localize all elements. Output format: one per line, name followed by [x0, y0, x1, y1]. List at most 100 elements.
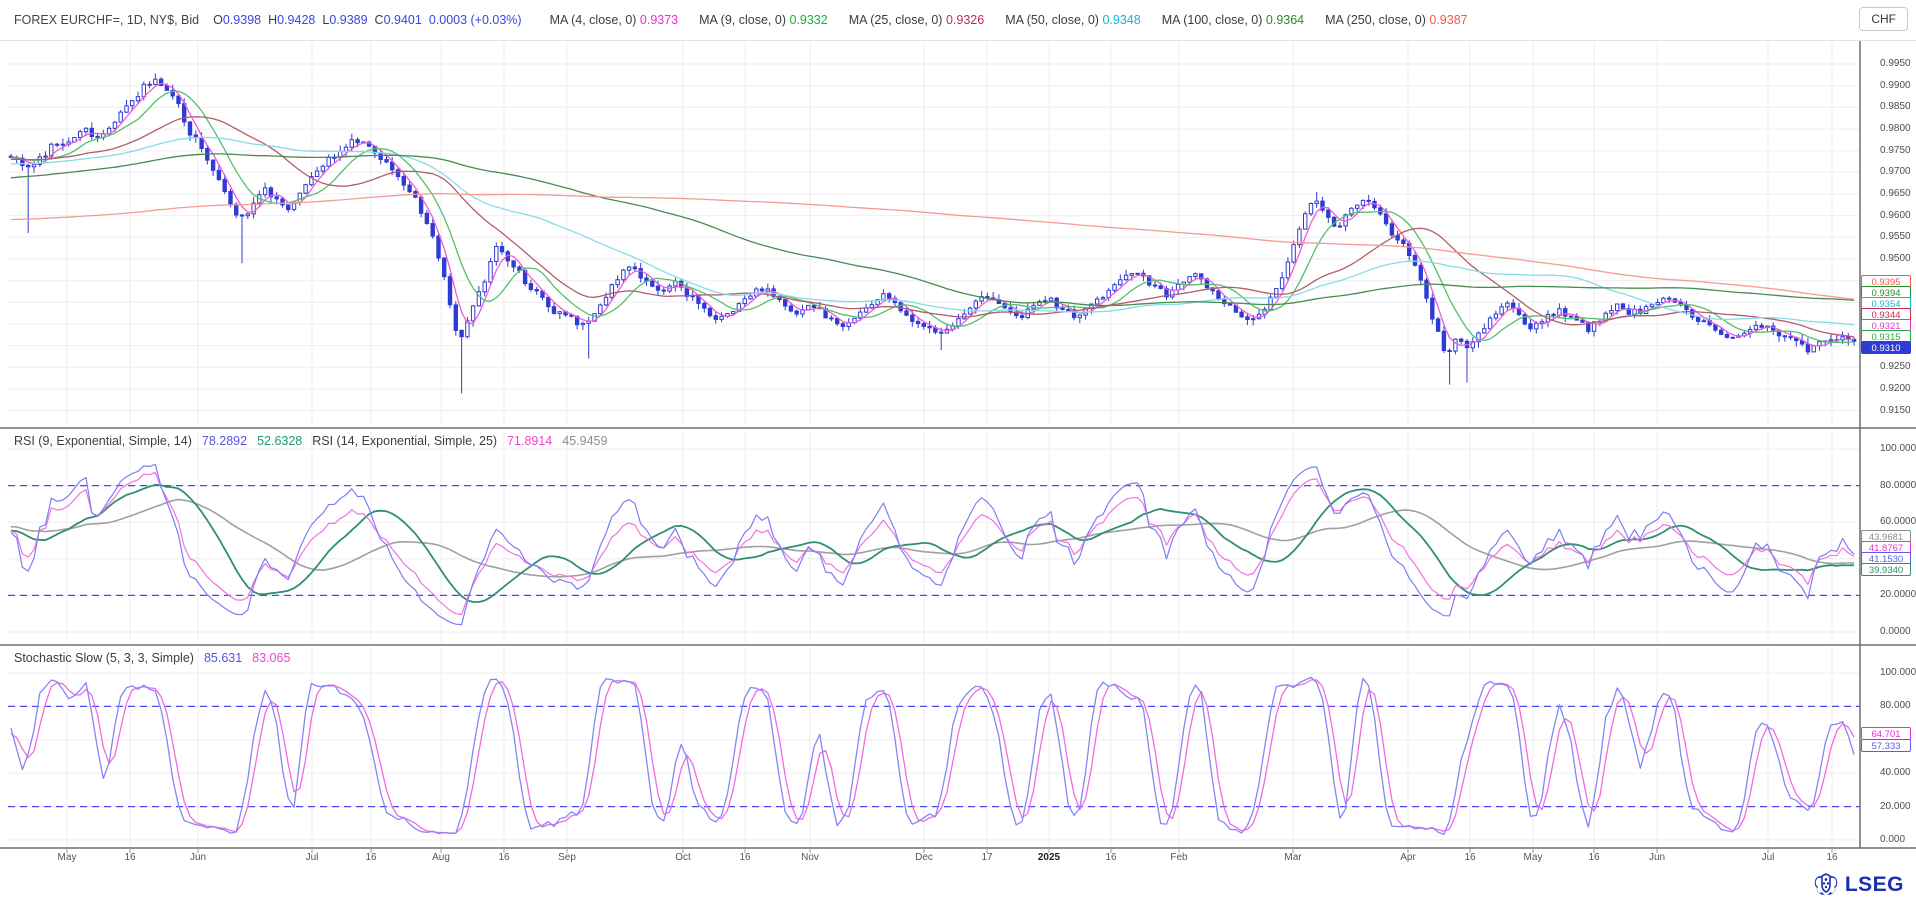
x-axis-label: Dec [915, 852, 933, 863]
ohlc-value: 0.9428 [277, 13, 316, 27]
ma-legend-item[interactable]: MA (4, close, 0) 0.9373 [550, 13, 679, 27]
x-axis-label: 17 [981, 852, 993, 863]
ma-legend-value: 0.9348 [1102, 13, 1141, 27]
rsi-title-part: 52.6328 [257, 434, 303, 448]
ma-legend-value: 0.9387 [1429, 13, 1468, 27]
stoch-axis-label: 20.000 [1880, 801, 1911, 812]
ma-legend-label: MA (4, close, 0) [549, 13, 640, 27]
x-axis-label: Mar [1284, 852, 1302, 863]
ma-legend-item[interactable]: MA (25, close, 0) 0.9326 [849, 13, 985, 27]
x-axis-label: 2025 [1037, 852, 1061, 863]
x-axis-label: Jun [1648, 852, 1666, 863]
rsi-axis-label: 60.0000 [1880, 516, 1916, 527]
ohlc-label: H [268, 13, 278, 27]
x-axis-label: Apr [1400, 852, 1416, 863]
symbol-info[interactable]: FOREX EURCHF=, 1D, NY$, Bid [14, 13, 199, 27]
ohlc-value: 0.9389 [329, 13, 368, 27]
rsi-title-part: 78.2892 [201, 434, 248, 448]
rsi-title-part: RSI (9, Exponential, Simple, 14) [14, 434, 192, 448]
price-axis-label: 0.9750 [1880, 145, 1911, 156]
price-axis-label: 0.9500 [1880, 253, 1911, 264]
ma-legend-label: MA (250, close, 0) [1325, 13, 1430, 27]
ma-legend-value: 0.9326 [945, 13, 985, 27]
ma-legend-label: MA (50, close, 0) [1005, 13, 1103, 27]
x-axis-label: 16 [1105, 852, 1117, 863]
ohlc-label: C [374, 13, 384, 27]
price-axis-label: 0.9900 [1880, 80, 1911, 91]
stoch-d-line [10, 679, 1855, 834]
rsi-axis-label: 100.0000 [1880, 443, 1916, 454]
price-axis-label: 0.9200 [1880, 383, 1911, 394]
price-axis-label: 0.9150 [1880, 405, 1911, 416]
x-axis-label: 16 [739, 852, 751, 863]
price-axis-label: 0.9850 [1880, 101, 1911, 112]
ohlc-item: O0.9398 [213, 13, 261, 27]
x-axis-label: 16 [124, 852, 136, 863]
stoch-axis-label: 80.000 [1880, 700, 1911, 711]
ohlc-label: L [322, 13, 330, 27]
ma-legend-value: 0.9364 [1265, 13, 1305, 27]
price-axis-label: 0.9550 [1880, 231, 1911, 242]
x-axis-label: Aug [432, 852, 450, 863]
x-axis-label: 16 [1464, 852, 1476, 863]
ohlc-item: C0.9401 [375, 13, 422, 27]
lseg-logo-text: LSEG [1844, 873, 1904, 896]
x-axis-label: 16 [365, 852, 377, 863]
x-axis-label: Jul [1761, 852, 1775, 863]
x-axis-label: Sep [558, 852, 576, 863]
ma-legend-value: 0.9332 [789, 13, 828, 27]
stoch-panel-title[interactable]: Stochastic Slow (5, 3, 3, Simple) 85.631 8… [14, 651, 290, 665]
ma-legend-label: MA (9, close, 0) [699, 13, 790, 27]
ma-legend-item[interactable]: MA (100, close, 0) 0.9364 [1162, 13, 1304, 27]
stoch-k-line [10, 676, 1855, 836]
symbol-info-label: FOREX EURCHF=, 1D, NY$, Bid [14, 13, 200, 27]
rsi-axis-label: 20.0000 [1880, 589, 1916, 600]
rsi-panel-title[interactable]: RSI (9, Exponential, Simple, 14) 78.2892 5… [14, 434, 607, 448]
ma-legend-item[interactable]: MA (9, close, 0) 0.9332 [699, 13, 828, 27]
rsi-title-part: RSI (14, Exponential, Simple, 25) [312, 434, 498, 448]
ohlc-value: 0.9401 [383, 13, 422, 27]
ohlc-readout: O0.9398 H0.9428 L0.9389 C0.9401 0.0003 (+0.0… [213, 13, 521, 27]
stoch-axis-label: 100.000 [1880, 667, 1916, 678]
price-tag: 0.9310 [1861, 341, 1911, 354]
ma-legend-item[interactable]: MA (250, close, 0) 0.9387 [1325, 13, 1467, 27]
ma-legend-item[interactable]: MA (50, close, 0) 0.9348 [1005, 13, 1141, 27]
x-axis-label: Jul [305, 852, 319, 863]
stoch-tag: 57.333 [1861, 739, 1911, 752]
ma-legend-label: MA (25, close, 0) [848, 13, 946, 27]
price-axis-label: 0.9950 [1880, 58, 1911, 69]
x-axis-label: 16 [1588, 852, 1600, 863]
ohlc-value: 0.9398 [222, 13, 262, 27]
ohlc-item: L0.9389 [322, 13, 367, 27]
lseg-crest-icon [1813, 873, 1839, 897]
x-axis-label: Oct [675, 852, 691, 863]
stoch-title-part: 85.631 [203, 651, 243, 665]
ma-legend-label: MA (100, close, 0) [1161, 13, 1266, 27]
rsi9-signal-line [10, 483, 1855, 603]
ma-100-line [10, 153, 1855, 307]
x-axis-label: 16 [1826, 852, 1838, 863]
x-axis-label: Jun [189, 852, 207, 863]
stoch-axis-label: 0.000 [1880, 834, 1906, 845]
ma-9-line [10, 90, 1855, 344]
change-value: 0.0003 (+0.03%) [428, 13, 522, 27]
stoch-title-part: Stochastic Slow (5, 3, 3, Simple) [14, 651, 194, 665]
ma-250-line [10, 193, 1855, 300]
currency-button[interactable]: CHF [1859, 7, 1908, 31]
rsi-title-part: 45.9459 [562, 434, 608, 448]
ma-legend-value: 0.9373 [639, 13, 679, 27]
price-axis-label: 0.9800 [1880, 123, 1911, 134]
x-axis-label: May [57, 852, 77, 863]
lseg-logo: LSEG [1813, 873, 1904, 897]
rsi14-signal-line [10, 498, 1855, 578]
x-axis-label: 16 [498, 852, 510, 863]
rsi9-line [10, 463, 1855, 626]
price-axis-label: 0.9700 [1880, 166, 1911, 177]
stoch-axis-label: 40.000 [1880, 767, 1911, 778]
chart-legend-bar: FOREX EURCHF=, 1D, NY$, Bid O0.9398 H0.94… [0, 0, 1916, 41]
price-axis-label: 0.9650 [1880, 188, 1911, 199]
ohlc-label: O [213, 13, 223, 27]
x-axis-label: May [1523, 852, 1543, 863]
x-axis-label: Feb [1170, 852, 1188, 863]
